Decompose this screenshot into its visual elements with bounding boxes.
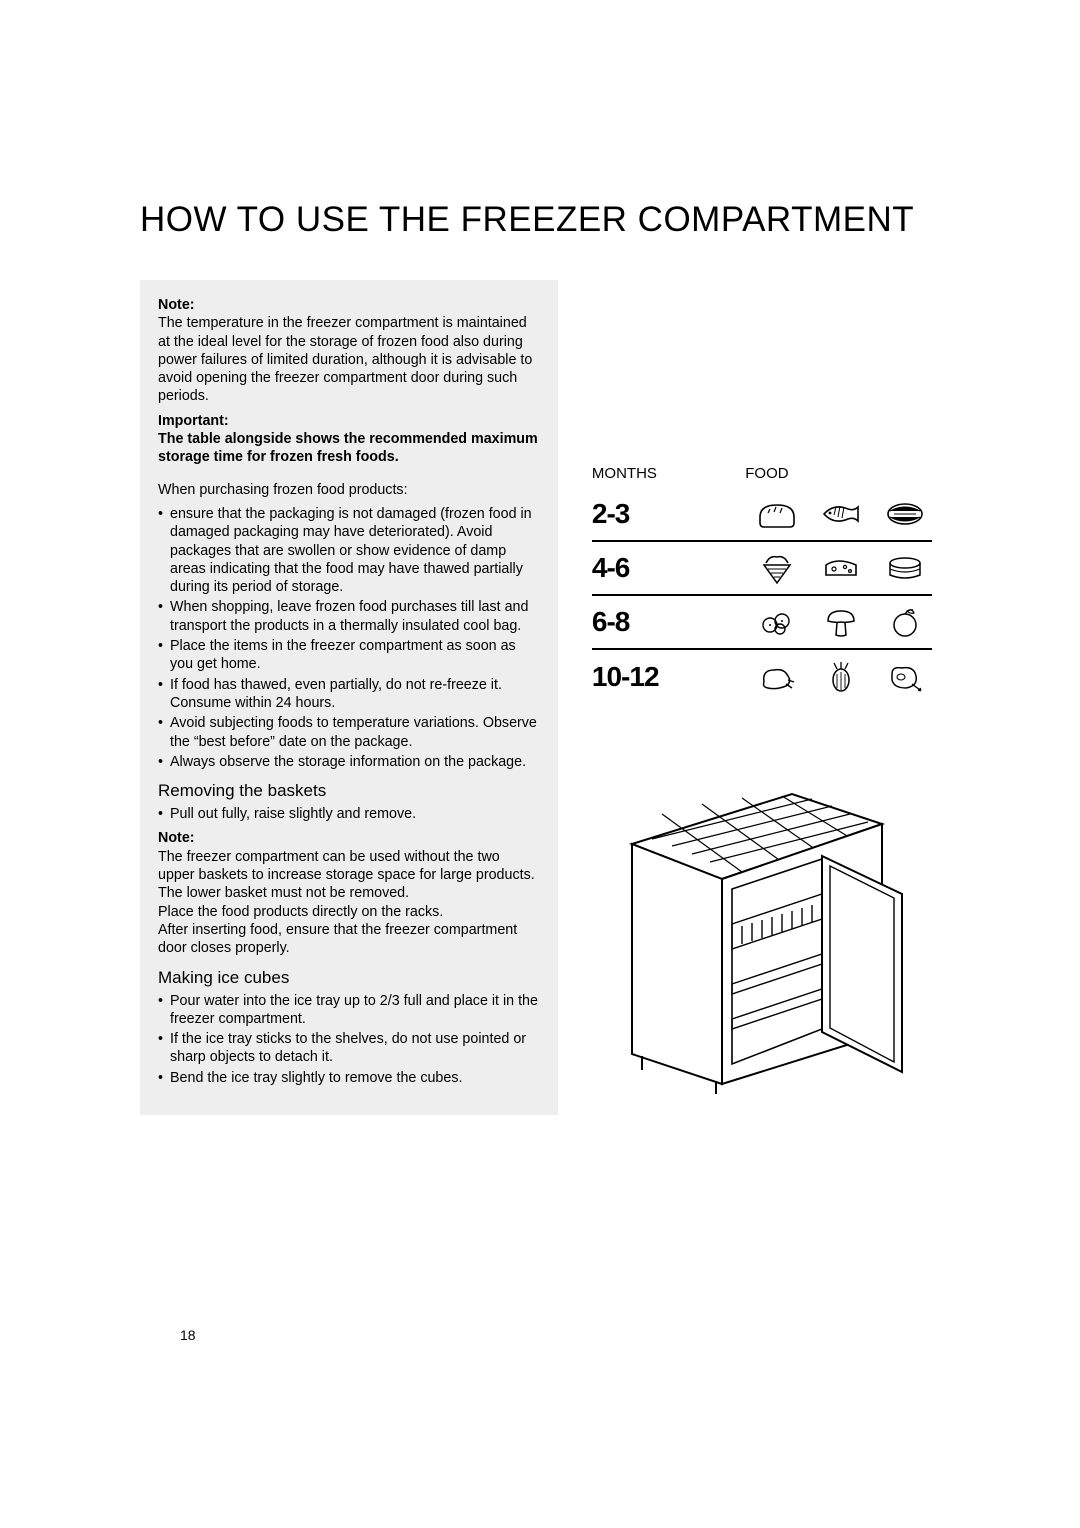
- baskets-bullets: Pull out fully, raise slightly and remov…: [158, 805, 540, 823]
- list-item: Pour water into the ice tray up to 2/3 f…: [158, 992, 540, 1029]
- table-row: 4-6: [592, 542, 932, 596]
- months-value: 6-8: [592, 606, 692, 638]
- months-value: 10-12: [592, 661, 692, 693]
- icecream-icon: [756, 551, 798, 585]
- note2-label: Note:: [158, 829, 540, 847]
- list-item: Place the items in the freezer compartme…: [158, 637, 540, 674]
- important-body: The table alongside shows the recommende…: [158, 430, 540, 467]
- ice-heading: Making ice cubes: [158, 968, 540, 988]
- list-item: Avoid subjecting foods to temperature va…: [158, 714, 540, 751]
- note2-body-1: The freezer compartment can be used with…: [158, 848, 540, 903]
- list-item: Bend the ice tray slightly to remove the…: [158, 1069, 540, 1087]
- list-item: If food has thawed, even partially, do n…: [158, 676, 540, 713]
- note-body: The temperature in the freezer compartme…: [158, 314, 540, 405]
- header-food: FOOD: [712, 465, 822, 482]
- list-item: Always observe the storage information o…: [158, 753, 540, 771]
- table-row: 10-12: [592, 650, 932, 704]
- meat-icon: [884, 660, 926, 694]
- note-label: Note:: [158, 296, 540, 314]
- months-value: 2-3: [592, 498, 692, 530]
- table-row: 2-3: [592, 488, 932, 542]
- months-value: 4-6: [592, 552, 692, 584]
- list-item: When shopping, leave frozen food purchas…: [158, 598, 540, 635]
- important-label: Important:: [158, 412, 540, 430]
- content-panel: Note: The temperature in the freezer com…: [140, 280, 558, 1115]
- page-title: HOW TO USE THE FREEZER COMPARTMENT: [140, 200, 940, 240]
- ice-bullets: Pour water into the ice tray up to 2/3 f…: [158, 992, 540, 1087]
- berries-icon: [756, 605, 798, 639]
- poultry-icon: [756, 660, 798, 694]
- baskets-heading: Removing the baskets: [158, 781, 540, 801]
- bread-icon: [756, 497, 798, 531]
- fruit-icon: [884, 605, 926, 639]
- header-months: MONTHS: [592, 465, 712, 482]
- cheese-icon: [820, 551, 862, 585]
- purchase-intro: When purchasing frozen food products:: [158, 481, 540, 499]
- list-item: If the ice tray sticks to the shelves, d…: [158, 1030, 540, 1067]
- shellfish-icon: [884, 497, 926, 531]
- list-item: ensure that the packaging is not damaged…: [158, 505, 540, 596]
- cake-icon: [884, 551, 926, 585]
- list-item: Pull out fully, raise slightly and remov…: [158, 805, 540, 823]
- figures-column: MONTHS FOOD 2-3: [592, 280, 940, 1115]
- freezer-illustration: [592, 784, 912, 1094]
- storage-table: 2-3 4-6: [592, 488, 932, 704]
- page-number: 18: [180, 1327, 196, 1343]
- fish-icon: [820, 497, 862, 531]
- purchase-bullets: ensure that the packaging is not damaged…: [158, 505, 540, 771]
- note2-body-2: Place the food products directly on the …: [158, 903, 540, 921]
- mushroom-icon: [820, 605, 862, 639]
- vegetable-icon: [820, 660, 862, 694]
- note2-body-3: After inserting food, ensure that the fr…: [158, 921, 540, 958]
- table-row: 6-8: [592, 596, 932, 650]
- storage-headers: MONTHS FOOD: [592, 465, 940, 482]
